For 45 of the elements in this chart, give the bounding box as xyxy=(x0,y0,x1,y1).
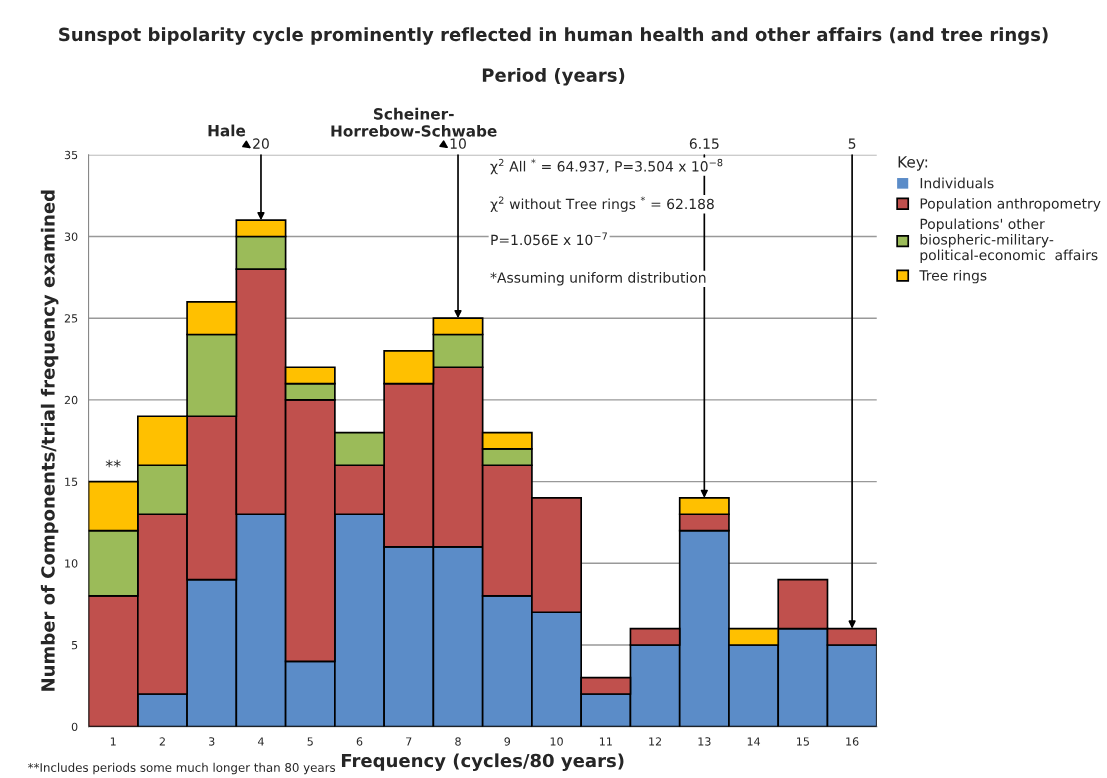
x-tick-label: 8 xyxy=(455,737,461,746)
text: Hale xyxy=(208,124,246,137)
legend-label: Individuals xyxy=(920,177,994,189)
legend-label: Tree rings xyxy=(919,269,987,284)
annotation: P=1.056E x 10$^{−7}$ xyxy=(491,232,607,246)
legend-label: Population anthropometry xyxy=(920,198,1101,212)
x-axis-title: Frequency (cycles/80 years) xyxy=(341,753,624,771)
x-tick-label: 13 xyxy=(698,737,711,746)
x-tick-label: 10 xyxy=(550,737,563,746)
y-tick-label: 5 xyxy=(71,641,78,650)
x-tick-label: 16 xyxy=(846,737,859,746)
x-tick-label: 5 xyxy=(307,737,313,746)
y-tick-label: 35 xyxy=(64,150,78,160)
x-tick-label: 9 xyxy=(504,737,511,746)
x-tick-label: 15 xyxy=(797,737,809,746)
annotation: χ$^{2}$ All $^{*}$ = 64.937, P=3.504 x 10$^{−8}$ xyxy=(490,158,723,175)
annotation: *Assuming uniform distribution xyxy=(490,272,706,286)
annotation: 20 xyxy=(253,138,269,149)
chart-title: Sunspot bipolarity cycle prominently reflected in human health and other affairs (and tree rings) xyxy=(59,27,1048,45)
annotation: χ$^{2}$ without Tree rings $^{*}$ = 62.188 xyxy=(490,196,714,212)
x-tick-label: 7 xyxy=(406,737,412,746)
text: **Includes periods some much longer than 80 years xyxy=(28,762,336,775)
x-tick-label: 14 xyxy=(747,737,761,746)
y-tick-label: 10 xyxy=(65,559,78,568)
legend-label: Populations' other biospheric-military- political-economic affairs xyxy=(920,218,1098,263)
x-tick-label: 6 xyxy=(356,737,363,746)
y-tick-label: 25 xyxy=(64,314,78,323)
x-tick-label: 2 xyxy=(159,737,165,746)
y-tick-label: 20 xyxy=(64,395,78,405)
chart-subtitle: Period (years) xyxy=(482,67,625,86)
legend-title: Key: xyxy=(898,156,928,171)
text: Scheiner- Horrebow-Schwabe xyxy=(331,107,497,137)
x-tick-label: 11 xyxy=(599,737,612,746)
x-tick-label: 12 xyxy=(649,737,662,746)
annotation: 10 xyxy=(450,138,466,149)
annotation: 5 xyxy=(848,138,856,149)
y-axis-title: Number of Components/trial frequency examined xyxy=(40,190,59,691)
annotation: 6.15 xyxy=(689,138,719,149)
x-tick-label: 3 xyxy=(209,737,215,746)
y-tick-label: 30 xyxy=(64,232,78,241)
annotation: ** xyxy=(105,459,121,468)
y-tick-label: 0 xyxy=(71,722,78,732)
x-tick-label: 1 xyxy=(110,737,116,746)
x-tick-label: 4 xyxy=(257,737,264,746)
y-tick-label: 15 xyxy=(65,477,78,486)
